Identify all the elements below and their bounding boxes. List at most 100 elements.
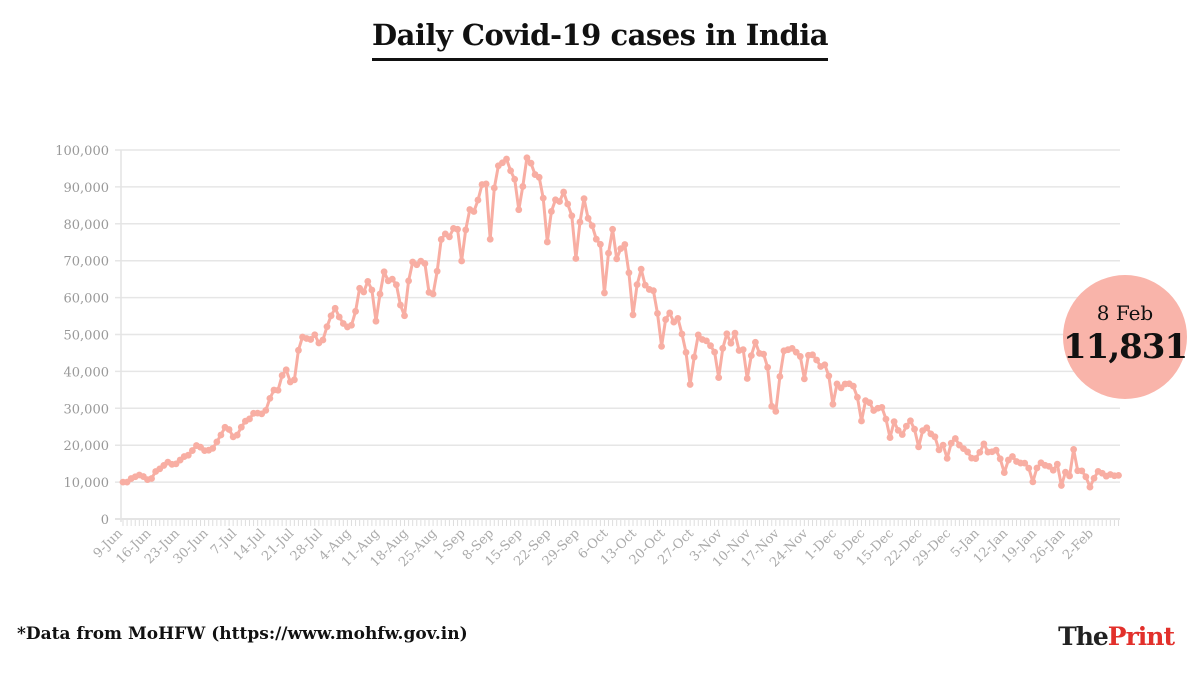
data-point: [882, 415, 890, 423]
data-point: [992, 446, 1000, 454]
latest-value-callout: 8 Feb 11,831: [1063, 275, 1188, 399]
source-note: *Data from MoHFW (https://www.mohfw.gov.…: [17, 624, 468, 644]
data-point: [560, 188, 568, 196]
data-point: [1090, 474, 1098, 482]
data-point: [1021, 459, 1029, 467]
data-point: [376, 290, 384, 298]
data-point: [556, 198, 563, 205]
data-point: [576, 218, 584, 226]
data-point: [601, 289, 608, 297]
data-point: [584, 214, 592, 222]
data-point: [523, 154, 531, 162]
data-point: [686, 381, 694, 388]
data-point: [1049, 466, 1057, 474]
data-point: [486, 235, 494, 243]
data-point: [866, 399, 874, 407]
data-point: [711, 348, 718, 356]
data-point: [743, 375, 751, 382]
data-point: [1078, 467, 1086, 475]
data-point: [470, 208, 478, 215]
data-point: [482, 180, 490, 188]
data-point: [939, 441, 947, 449]
data-point: [1082, 473, 1090, 481]
data-point: [637, 265, 645, 273]
data-point: [307, 336, 315, 343]
data-point: [678, 330, 686, 338]
data-point: [633, 281, 641, 289]
data-point: [690, 353, 698, 361]
data-point: [813, 356, 820, 364]
data-point: [437, 236, 445, 243]
data-point: [372, 317, 380, 325]
data-point: [747, 352, 755, 360]
data-point: [380, 268, 388, 276]
data-point: [596, 240, 604, 248]
data-point: [458, 257, 466, 265]
data-point: [666, 309, 674, 317]
data-point: [658, 342, 665, 350]
data-point: [1115, 471, 1122, 479]
data-point: [535, 173, 543, 181]
data-point: [335, 313, 343, 321]
data-point: [503, 155, 510, 163]
data-point: [1025, 464, 1033, 472]
x-axis: 9-Jun16-Jun23-Jun30-Jun7-Jul14-Jul21-Jul…: [91, 520, 1120, 570]
theprint-logo: ThePrint: [1058, 622, 1175, 651]
data-point: [821, 361, 829, 369]
series-line: [122, 156, 1119, 489]
data-point: [625, 269, 633, 277]
data-point: [519, 183, 527, 190]
y-tick-label: 60,000: [64, 292, 110, 307]
data-point: [605, 249, 612, 257]
data-point: [246, 415, 253, 423]
data-point: [564, 200, 572, 208]
data-point: [274, 386, 282, 394]
data-point: [539, 194, 547, 202]
data-point: [572, 255, 580, 262]
data-point: [825, 372, 833, 380]
data-point: [237, 423, 245, 431]
data-point: [446, 233, 453, 241]
data-point: [184, 451, 192, 459]
data-point: [752, 338, 759, 346]
data-point: [760, 350, 767, 358]
data-point: [1053, 460, 1061, 468]
data-point: [980, 440, 988, 448]
data-point: [266, 394, 274, 402]
data-point: [727, 339, 735, 347]
data-point: [278, 372, 286, 379]
data-point: [462, 226, 470, 234]
data-point: [511, 175, 519, 183]
data-point: [295, 346, 302, 354]
callout-date: 8 Feb: [1096, 301, 1154, 325]
data-point: [364, 277, 372, 285]
data-point: [1058, 482, 1065, 489]
logo-part1: The: [1058, 622, 1109, 651]
y-tick-label: 90,000: [64, 181, 110, 196]
data-point: [662, 316, 670, 323]
data-point: [392, 281, 400, 289]
y-axis-labels: 0 10,000 20,000 30,000 40,000 50,000 60,000 70,…: [55, 144, 109, 528]
data-point: [1070, 446, 1078, 453]
data-point: [609, 225, 616, 233]
data-point: [654, 309, 661, 317]
data-point: [739, 346, 747, 354]
data-point: [854, 393, 861, 401]
series-daily-cases: [119, 154, 1122, 491]
callout-value: 11,831: [1063, 327, 1188, 367]
data-point: [401, 312, 408, 320]
data-point: [641, 281, 649, 289]
data-point: [768, 402, 776, 410]
data-point: [898, 431, 906, 438]
data-point: [1029, 478, 1037, 486]
data-point: [454, 225, 461, 233]
data-point: [368, 286, 376, 294]
data-point: [976, 448, 984, 456]
data-point: [972, 455, 980, 462]
x-tick-label: 2-Feb: [1060, 526, 1097, 563]
data-point: [592, 235, 600, 243]
data-point: [621, 241, 629, 248]
data-point: [935, 446, 943, 454]
data-point: [723, 330, 731, 338]
